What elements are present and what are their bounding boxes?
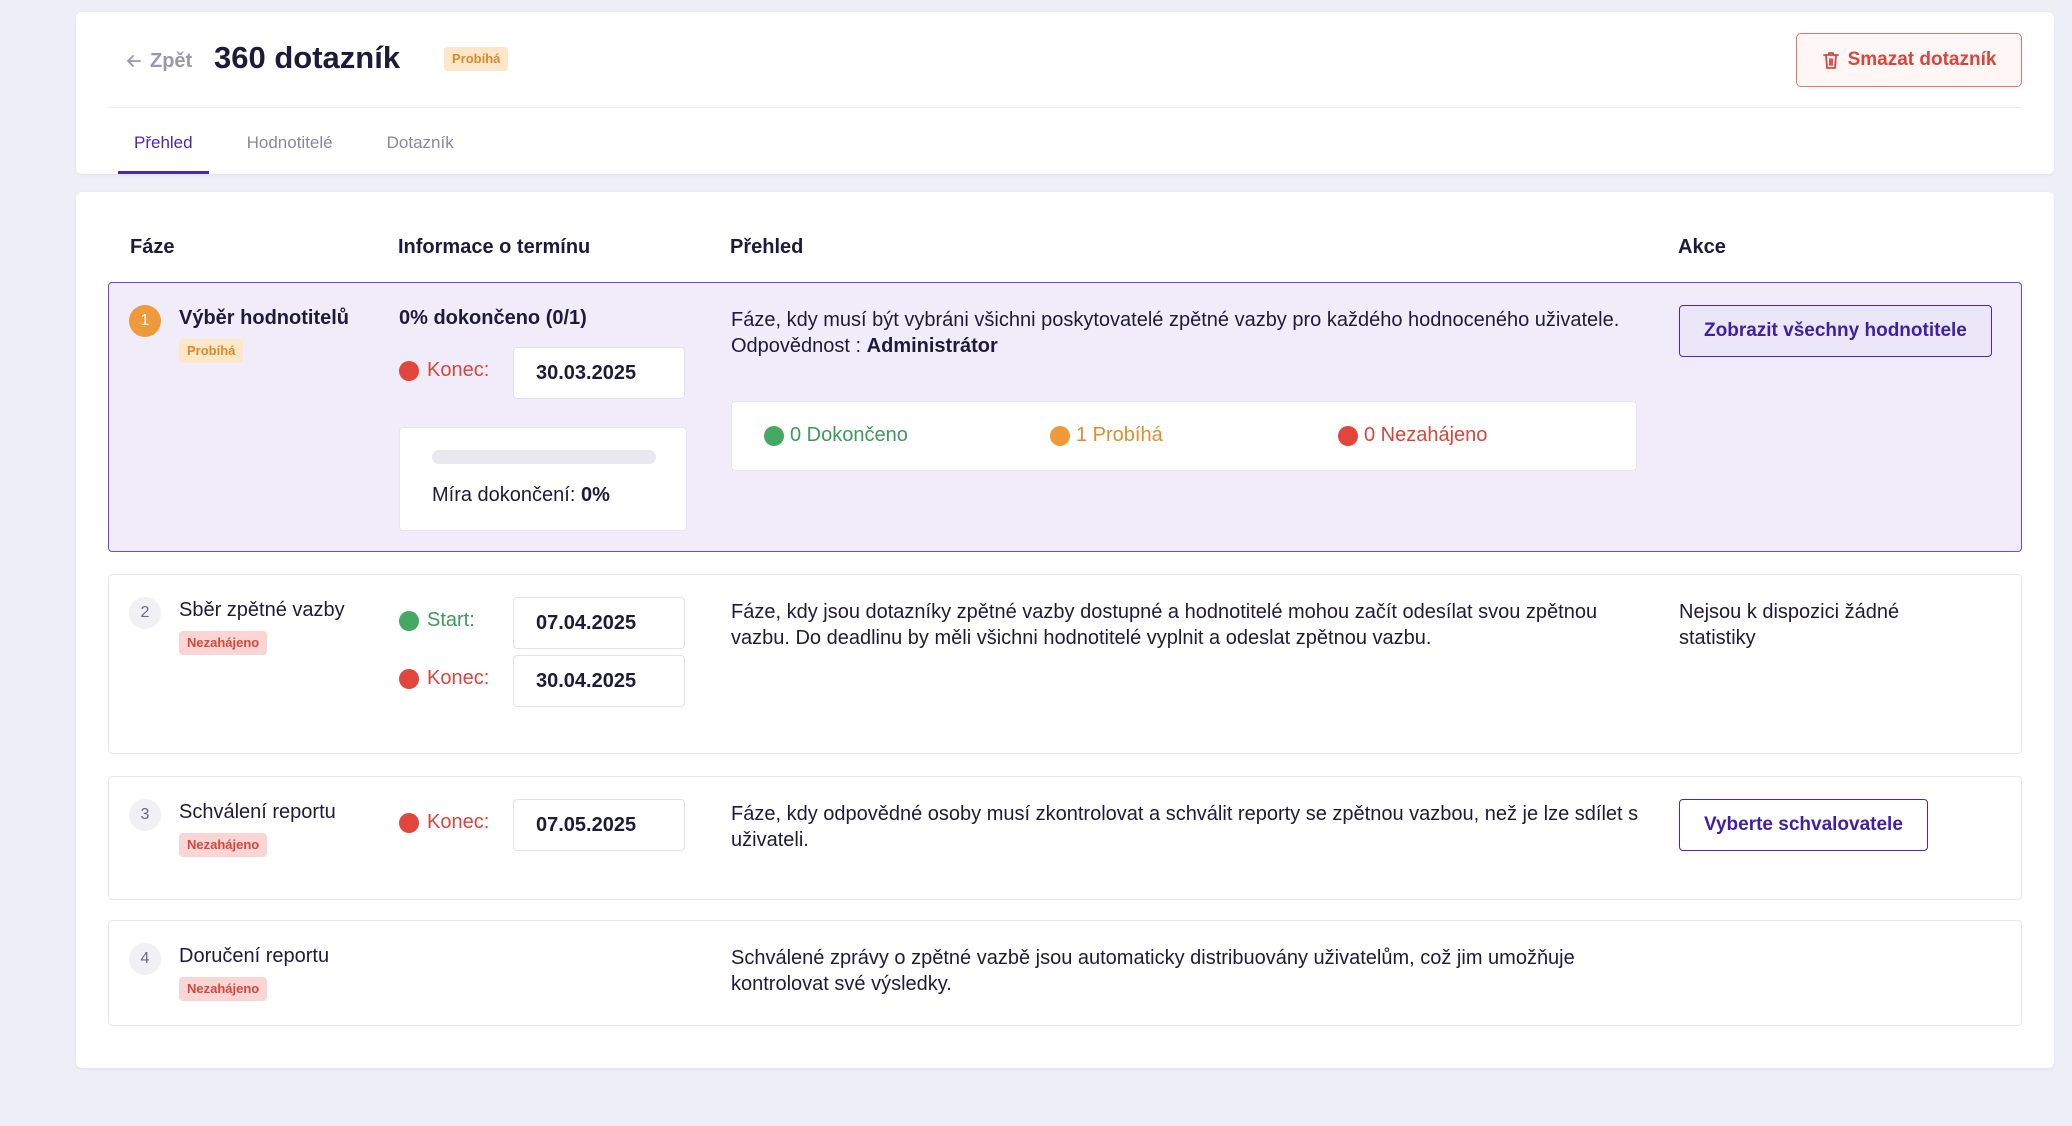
start-label-text: Start: (427, 609, 475, 631)
end-label: Konec: (399, 359, 489, 382)
phase-row-1: 1 Výběr hodnotitelů Probíhá 0% dokončeno… (108, 282, 2022, 552)
phases-card: Fáze Informace o termínu Přehled Akce 1 … (76, 192, 2054, 1068)
completed-dot (764, 425, 784, 446)
end-label-text: Konec: (427, 811, 490, 833)
responsibility: Odpovědnost : Administrátor (731, 333, 1651, 359)
stat-completed-text: 0 Dokončeno (790, 424, 908, 446)
tab-bar: Přehled Hodnotitelé Dotazník (118, 128, 492, 174)
back-label: Zpět (150, 49, 193, 72)
in-progress-dot (1050, 425, 1070, 446)
stat-completed: 0 Dokončeno (764, 424, 908, 447)
phase-description-text: Fáze, kdy musí být vybráni všichni posky… (731, 309, 1620, 331)
phase-number: 4 (129, 943, 161, 975)
page-title: 360 dotazník (214, 40, 401, 75)
status-dot (399, 668, 419, 689)
header-card: Zpět 360 dotazník Probíhá Smazat dotazní… (76, 12, 2054, 174)
end-label: Konec: (399, 811, 489, 834)
stat-in-progress: 1 Probíhá (1050, 424, 1163, 447)
delete-label: Smazat dotazník (1847, 49, 1997, 70)
column-header-overview: Přehled (730, 236, 804, 258)
status-dot (399, 812, 419, 833)
column-header-term: Informace o termínu (398, 236, 591, 258)
delete-questionnaire-button[interactable]: Smazat dotazník (1796, 33, 2022, 87)
completion-text: 0% dokončeno (0/1) (399, 307, 587, 329)
status-badge: Probíhá (444, 47, 509, 71)
end-label-text: Konec: (427, 667, 490, 689)
not-started-dot (1338, 425, 1358, 446)
tab-overview[interactable]: Přehled (118, 128, 209, 174)
column-header-action: Akce (1678, 236, 1726, 258)
tab-raters[interactable]: Hodnotitelé (246, 133, 333, 152)
phase-name: Schválení reportu (179, 801, 336, 823)
completion-rate: Míra dokončení: 0% (432, 484, 610, 507)
end-date-field[interactable]: 30.03.2025 (513, 347, 685, 399)
back-link[interactable]: Zpět (124, 46, 192, 76)
phase-status-badge: Nezahájeno (179, 977, 268, 1001)
show-all-raters-button[interactable]: Zobrazit všechny hodnotitele (1679, 305, 1992, 357)
phase-name: Sběr zpětné vazby (179, 599, 345, 621)
end-date-field[interactable]: 30.04.2025 (513, 655, 685, 707)
phase-row-3: 3 Schválení reportu Nezahájeno Konec: 07… (108, 776, 2022, 900)
completion-rate-value: 0% (580, 484, 610, 506)
start-label: Start: (399, 609, 475, 632)
completion-rate-label: Míra dokončení: (432, 484, 576, 506)
arrow-left-icon (127, 55, 141, 67)
completion-rate-card: Míra dokončení: 0% (399, 427, 687, 531)
stat-in-progress-text: 1 Probíhá (1076, 424, 1163, 446)
phase-number: 1 (129, 305, 161, 337)
phase-description: Fáze, kdy jsou dotazníky zpětné vazby do… (731, 601, 1598, 649)
start-date-field[interactable]: 07.04.2025 (513, 597, 685, 649)
select-approvers-button[interactable]: Vyberte schvalovatele (1679, 799, 1928, 851)
end-label: Konec: (399, 667, 489, 690)
header-top: Zpět 360 dotazník Probíhá Smazat dotazní… (108, 12, 2022, 108)
column-header-phase: Fáze (130, 236, 175, 258)
phase-row-2: 2 Sběr zpětné vazby Nezahájeno Start: 07… (108, 574, 2022, 754)
phase-status-badge: Nezahájeno (179, 833, 268, 857)
responsibility-label: Odpovědnost : (731, 335, 862, 357)
status-dot (399, 610, 419, 631)
stat-not-started-text: 0 Nezahájeno (1364, 424, 1488, 446)
stat-not-started: 0 Nezahájeno (1338, 424, 1487, 447)
phase-description: Fáze, kdy musí být vybráni všichni posky… (731, 307, 1651, 359)
phase-number: 2 (129, 597, 161, 629)
progress-bar (432, 450, 656, 464)
phase-stats: 0 Dokončeno 1 Probíhá 0 Nezahájeno (731, 401, 1637, 471)
phase-status-badge: Probíhá (179, 339, 244, 363)
no-stats-text: Nejsou k dispozici žádné statistiky (1679, 601, 1900, 649)
phase-description: Schválené zprávy o zpětné vazbě jsou aut… (731, 947, 1575, 995)
phase-name: Doručení reportu (179, 945, 330, 967)
phase-status-badge: Nezahájeno (179, 631, 268, 655)
phase-number: 3 (129, 799, 161, 831)
status-dot (399, 360, 419, 381)
phase-name: Výběr hodnotitelů (179, 307, 349, 329)
phase-row-4: 4 Doručení reportu Nezahájeno Schválené … (108, 920, 2022, 1026)
phase-description: Fáze, kdy odpovědné osoby musí zkontrolo… (731, 803, 1639, 851)
tab-questionnaire[interactable]: Dotazník (386, 133, 454, 152)
responsibility-value: Administrátor (866, 335, 998, 357)
end-date-field[interactable]: 07.05.2025 (513, 799, 685, 851)
trash-icon (1822, 52, 1839, 69)
end-label-text: Konec: (427, 359, 490, 381)
